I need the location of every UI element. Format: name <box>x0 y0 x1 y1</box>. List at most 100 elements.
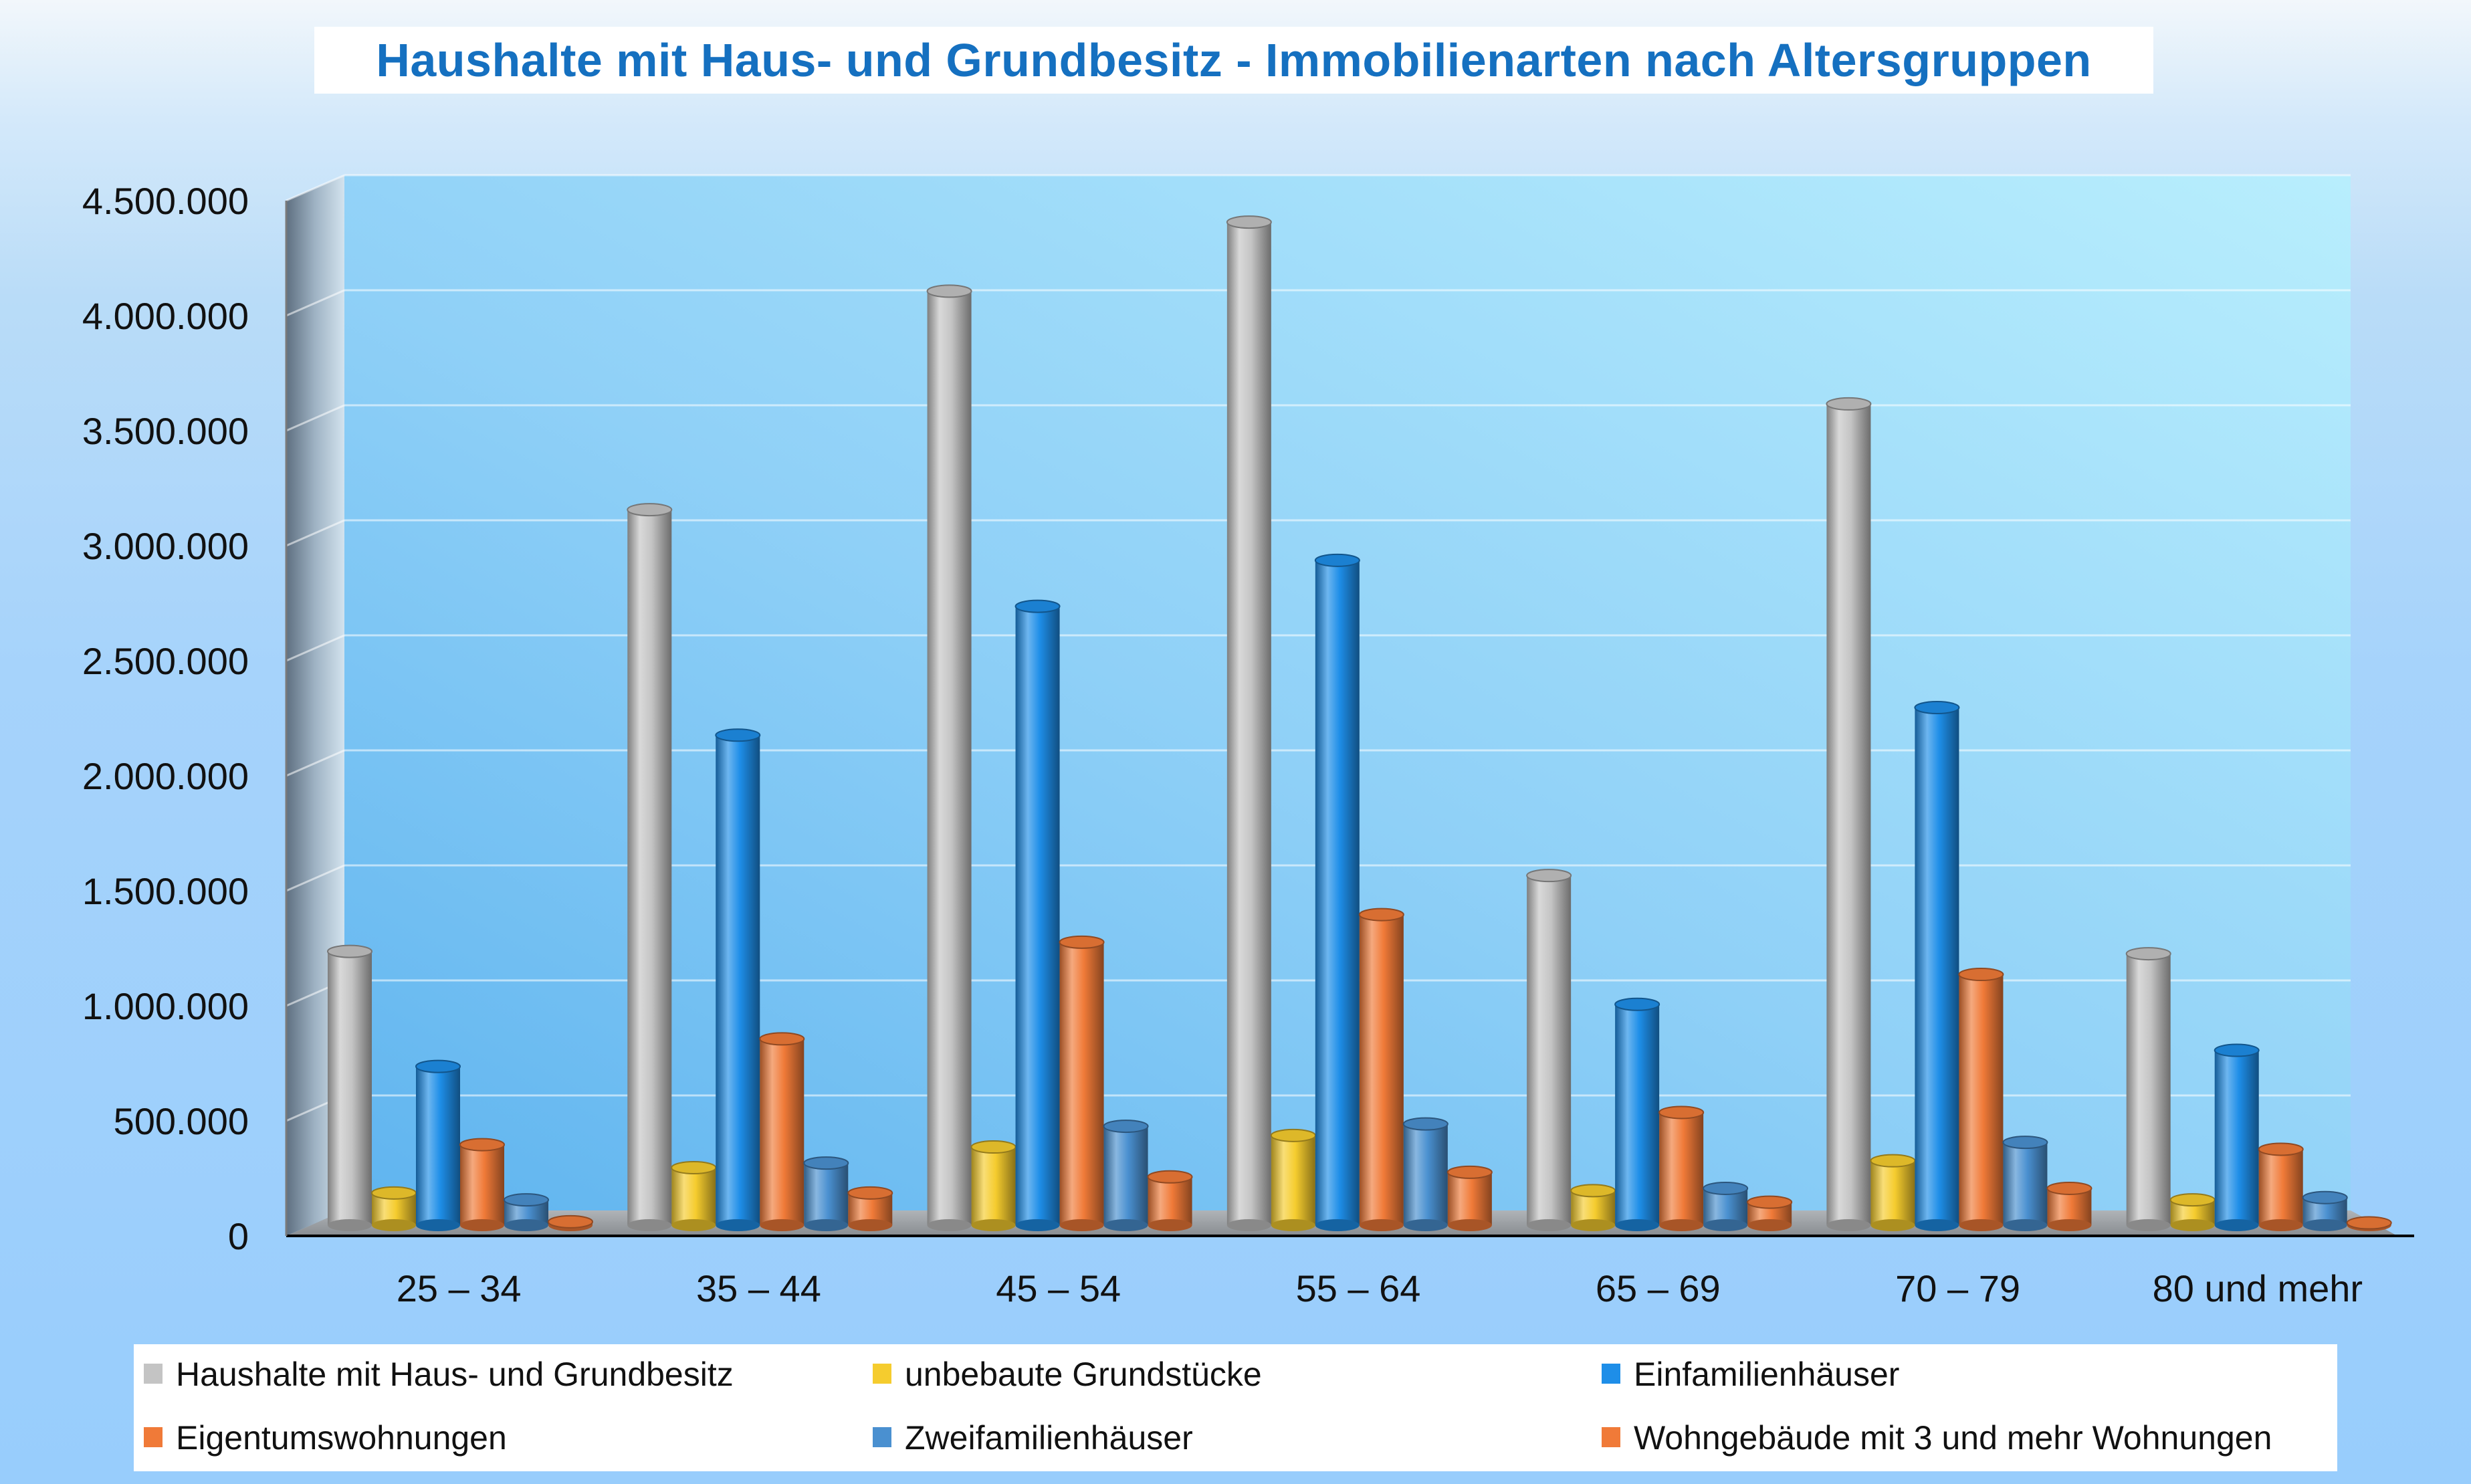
bar-body <box>416 1066 460 1225</box>
bar-top <box>715 728 761 742</box>
bar-top <box>2214 1043 2260 1057</box>
bar-top <box>1958 968 2004 982</box>
bar-base <box>1359 1219 1404 1231</box>
bar <box>327 944 372 1231</box>
bar <box>1614 997 1660 1231</box>
bar-base <box>927 1219 972 1231</box>
bar-base <box>971 1219 1016 1231</box>
bar-top <box>1914 701 1960 714</box>
bar <box>415 1059 461 1231</box>
bar-top <box>2125 947 2171 961</box>
bar <box>2125 947 2171 1231</box>
bar-top <box>1446 1165 1493 1179</box>
bar-body <box>1148 1176 1192 1225</box>
bar-top <box>1614 997 1660 1011</box>
bar <box>1446 1165 1493 1231</box>
bar-top <box>415 1059 461 1073</box>
x-tick-label: 25 – 34 <box>397 1267 522 1309</box>
bar-top <box>2258 1142 2304 1156</box>
legend-label: Zweifamilienhäuser <box>905 1419 1193 1457</box>
bar-base <box>671 1219 716 1231</box>
bar-base <box>1915 1219 1959 1231</box>
gridline <box>286 749 345 777</box>
bar-top <box>2169 1193 2216 1207</box>
chart-title: Haushalte mit Haus- und Grundbesitz - Im… <box>314 27 2153 94</box>
legend: Haushalte mit Haus- und Grundbesitz unbe… <box>134 1344 2337 1471</box>
bar-top <box>1570 1184 1616 1198</box>
bar-base <box>627 1219 672 1231</box>
bar-top <box>970 1140 1016 1154</box>
bar-top <box>1826 397 1872 411</box>
bar-body <box>1959 974 2004 1225</box>
bar-top <box>1870 1154 1916 1168</box>
bar <box>1402 1117 1448 1231</box>
bar-body <box>671 1168 716 1225</box>
bar-top <box>1059 935 1105 949</box>
x-axis-ticks: 25 – 34 35 – 44 45 – 54 55 – 64 65 – 69 70 – … <box>397 1267 2363 1309</box>
bar <box>1526 869 1572 1231</box>
y-tick-label: 3.000.000 <box>82 525 249 567</box>
bar-body <box>1059 942 1104 1225</box>
bar-top <box>1747 1195 1793 1209</box>
bar <box>1870 1154 1916 1231</box>
bar-body <box>1103 1126 1148 1225</box>
bar-base <box>1870 1219 1915 1231</box>
y-tick-label: 500.000 <box>114 1100 249 1142</box>
bar-top <box>504 1193 549 1207</box>
bar-body <box>1271 1135 1315 1225</box>
bar <box>715 728 761 1231</box>
bar <box>1270 1128 1316 1231</box>
bar-base <box>1571 1219 1616 1231</box>
gridline <box>286 519 345 547</box>
bar <box>970 1140 1016 1231</box>
bar-base <box>848 1219 893 1231</box>
bar-base <box>1403 1219 1448 1231</box>
bar <box>926 284 972 1231</box>
gridline <box>286 289 345 317</box>
bar-base <box>1315 1219 1360 1231</box>
bar-base <box>2258 1219 2303 1231</box>
bar <box>1747 1195 1793 1231</box>
bar <box>759 1032 805 1231</box>
bar-top <box>1270 1128 1316 1142</box>
bar <box>2258 1142 2304 1231</box>
bar-top <box>1703 1181 1749 1195</box>
bar-base <box>1527 1219 1572 1231</box>
bar-top <box>627 503 673 517</box>
bar-top <box>1358 908 1404 922</box>
bar-top <box>1658 1105 1705 1120</box>
bar <box>1958 968 2004 1231</box>
bar <box>1703 1181 1749 1231</box>
bar <box>1358 908 1404 1231</box>
bar-top <box>371 1186 417 1200</box>
bar-body <box>1403 1124 1448 1225</box>
legend-label: Einfamilienhäuser <box>1634 1356 1900 1393</box>
y-tick-label: 3.500.000 <box>82 410 249 452</box>
bar-base <box>2003 1219 2048 1231</box>
legend-label: Eigentumswohnungen <box>176 1419 507 1457</box>
bar-body <box>804 1163 849 1225</box>
bar-top <box>926 284 972 298</box>
bar-body <box>2126 954 2171 1225</box>
bar-base <box>1103 1219 1148 1231</box>
bar <box>1914 701 1960 1231</box>
bar <box>1314 553 1360 1231</box>
y-tick-label: 4.000.000 <box>82 295 249 337</box>
bar-body <box>927 291 972 1225</box>
bar-top <box>1226 215 1272 229</box>
bar-base <box>1747 1219 1792 1231</box>
bar-body <box>328 951 372 1225</box>
bar <box>2046 1181 2092 1231</box>
bar-body <box>1527 875 1572 1225</box>
bar <box>1826 397 1872 1231</box>
bar-top <box>803 1156 849 1170</box>
bar-body <box>2003 1142 2048 1225</box>
bar-body <box>1359 914 1404 1225</box>
bar <box>371 1186 417 1231</box>
bar-top <box>327 944 372 958</box>
bar-base <box>1659 1219 1704 1231</box>
bar-base <box>2214 1219 2259 1231</box>
bar <box>548 1214 593 1231</box>
